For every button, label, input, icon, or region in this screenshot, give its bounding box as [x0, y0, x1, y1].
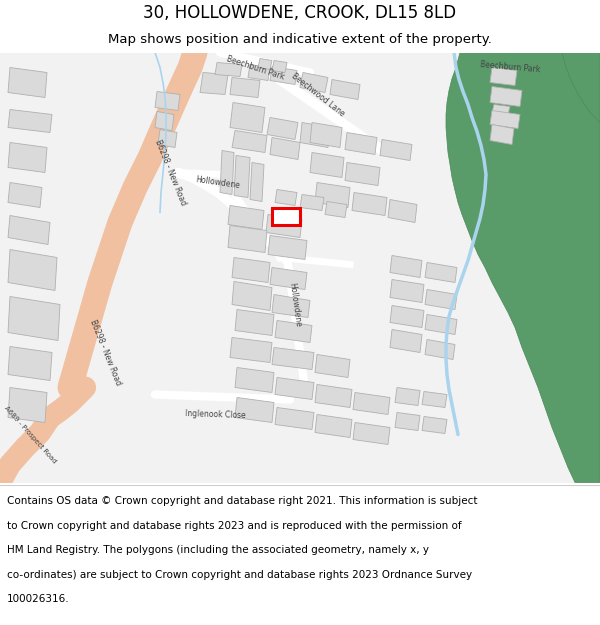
- Bar: [272, 208, 300, 224]
- Polygon shape: [8, 346, 52, 381]
- Text: 100026316.: 100026316.: [7, 594, 70, 604]
- Polygon shape: [275, 378, 314, 399]
- Polygon shape: [8, 296, 60, 341]
- Polygon shape: [380, 139, 412, 161]
- Polygon shape: [275, 408, 314, 429]
- Text: Inglenook Close: Inglenook Close: [185, 409, 245, 420]
- Polygon shape: [345, 162, 380, 186]
- Polygon shape: [230, 102, 265, 132]
- Polygon shape: [230, 78, 260, 98]
- Text: A689 - Prospect Road: A689 - Prospect Road: [3, 405, 57, 464]
- Polygon shape: [215, 62, 242, 76]
- Polygon shape: [275, 189, 297, 206]
- Text: B6298 - New Road: B6298 - New Road: [88, 318, 122, 387]
- Polygon shape: [228, 206, 264, 229]
- Polygon shape: [390, 306, 424, 328]
- Polygon shape: [155, 91, 180, 111]
- Text: Beechwood Lane: Beechwood Lane: [290, 71, 346, 118]
- Polygon shape: [490, 68, 517, 86]
- Text: Hollowdene: Hollowdene: [195, 175, 241, 190]
- Polygon shape: [315, 182, 350, 208]
- Polygon shape: [272, 61, 287, 72]
- Polygon shape: [8, 68, 47, 98]
- Polygon shape: [8, 249, 57, 291]
- Text: to Crown copyright and database rights 2023 and is reproduced with the permissio: to Crown copyright and database rights 2…: [7, 521, 462, 531]
- Polygon shape: [492, 104, 510, 114]
- Polygon shape: [258, 59, 272, 69]
- Text: Map shows position and indicative extent of the property.: Map shows position and indicative extent…: [108, 32, 492, 46]
- Polygon shape: [250, 162, 264, 201]
- Polygon shape: [390, 279, 424, 302]
- Polygon shape: [232, 281, 272, 311]
- Polygon shape: [330, 79, 360, 99]
- Polygon shape: [390, 329, 422, 352]
- Polygon shape: [395, 412, 420, 431]
- Polygon shape: [425, 289, 457, 309]
- Polygon shape: [490, 86, 522, 106]
- Polygon shape: [270, 268, 307, 289]
- Text: HM Land Registry. The polygons (including the associated geometry, namely x, y: HM Land Registry. The polygons (includin…: [7, 545, 429, 555]
- Polygon shape: [310, 152, 344, 178]
- Polygon shape: [8, 388, 47, 422]
- Polygon shape: [228, 226, 267, 253]
- Polygon shape: [220, 151, 234, 194]
- Text: B6298 - New Road: B6298 - New Road: [152, 138, 187, 207]
- Polygon shape: [422, 416, 447, 434]
- Polygon shape: [267, 118, 298, 139]
- Polygon shape: [200, 72, 228, 94]
- Polygon shape: [235, 368, 274, 392]
- Polygon shape: [8, 109, 52, 132]
- Polygon shape: [8, 142, 47, 172]
- Text: Hollowdene: Hollowdene: [287, 282, 302, 328]
- Polygon shape: [390, 256, 422, 278]
- Polygon shape: [270, 138, 300, 159]
- Polygon shape: [352, 192, 387, 216]
- Polygon shape: [425, 314, 457, 334]
- Polygon shape: [272, 348, 314, 369]
- Polygon shape: [272, 294, 310, 318]
- Polygon shape: [234, 156, 250, 198]
- Polygon shape: [425, 262, 457, 282]
- Polygon shape: [248, 64, 270, 81]
- Polygon shape: [315, 414, 352, 437]
- Polygon shape: [353, 392, 390, 414]
- Text: Beechburn Park: Beechburn Park: [479, 61, 541, 74]
- Polygon shape: [275, 321, 312, 342]
- Polygon shape: [315, 354, 350, 377]
- Polygon shape: [425, 339, 455, 359]
- Text: Contains OS data © Crown copyright and database right 2021. This information is : Contains OS data © Crown copyright and d…: [7, 496, 478, 506]
- Polygon shape: [0, 52, 600, 483]
- Polygon shape: [8, 182, 42, 208]
- Polygon shape: [353, 422, 390, 444]
- Text: 30, HOLLOWDENE, CROOK, DL15 8LD: 30, HOLLOWDENE, CROOK, DL15 8LD: [143, 4, 457, 21]
- Polygon shape: [232, 131, 267, 152]
- Polygon shape: [235, 398, 274, 422]
- Polygon shape: [490, 124, 514, 144]
- Polygon shape: [158, 129, 177, 148]
- Polygon shape: [325, 201, 347, 217]
- Polygon shape: [266, 214, 302, 238]
- Polygon shape: [490, 111, 520, 129]
- Polygon shape: [8, 216, 50, 244]
- Polygon shape: [230, 338, 272, 362]
- Text: Beechburn Park: Beechburn Park: [225, 54, 285, 81]
- Polygon shape: [562, 52, 600, 122]
- Polygon shape: [315, 384, 352, 408]
- Text: co-ordinates) are subject to Crown copyright and database rights 2023 Ordnance S: co-ordinates) are subject to Crown copyr…: [7, 570, 472, 580]
- Polygon shape: [446, 52, 600, 483]
- Polygon shape: [422, 391, 447, 408]
- Polygon shape: [395, 388, 420, 406]
- Polygon shape: [235, 309, 274, 336]
- Polygon shape: [270, 66, 297, 84]
- Polygon shape: [388, 199, 417, 222]
- Polygon shape: [232, 258, 270, 282]
- Polygon shape: [155, 111, 174, 131]
- Polygon shape: [300, 72, 328, 92]
- Polygon shape: [300, 194, 324, 211]
- Polygon shape: [300, 122, 330, 148]
- Polygon shape: [345, 132, 377, 154]
- Polygon shape: [310, 122, 342, 148]
- Polygon shape: [268, 236, 307, 259]
